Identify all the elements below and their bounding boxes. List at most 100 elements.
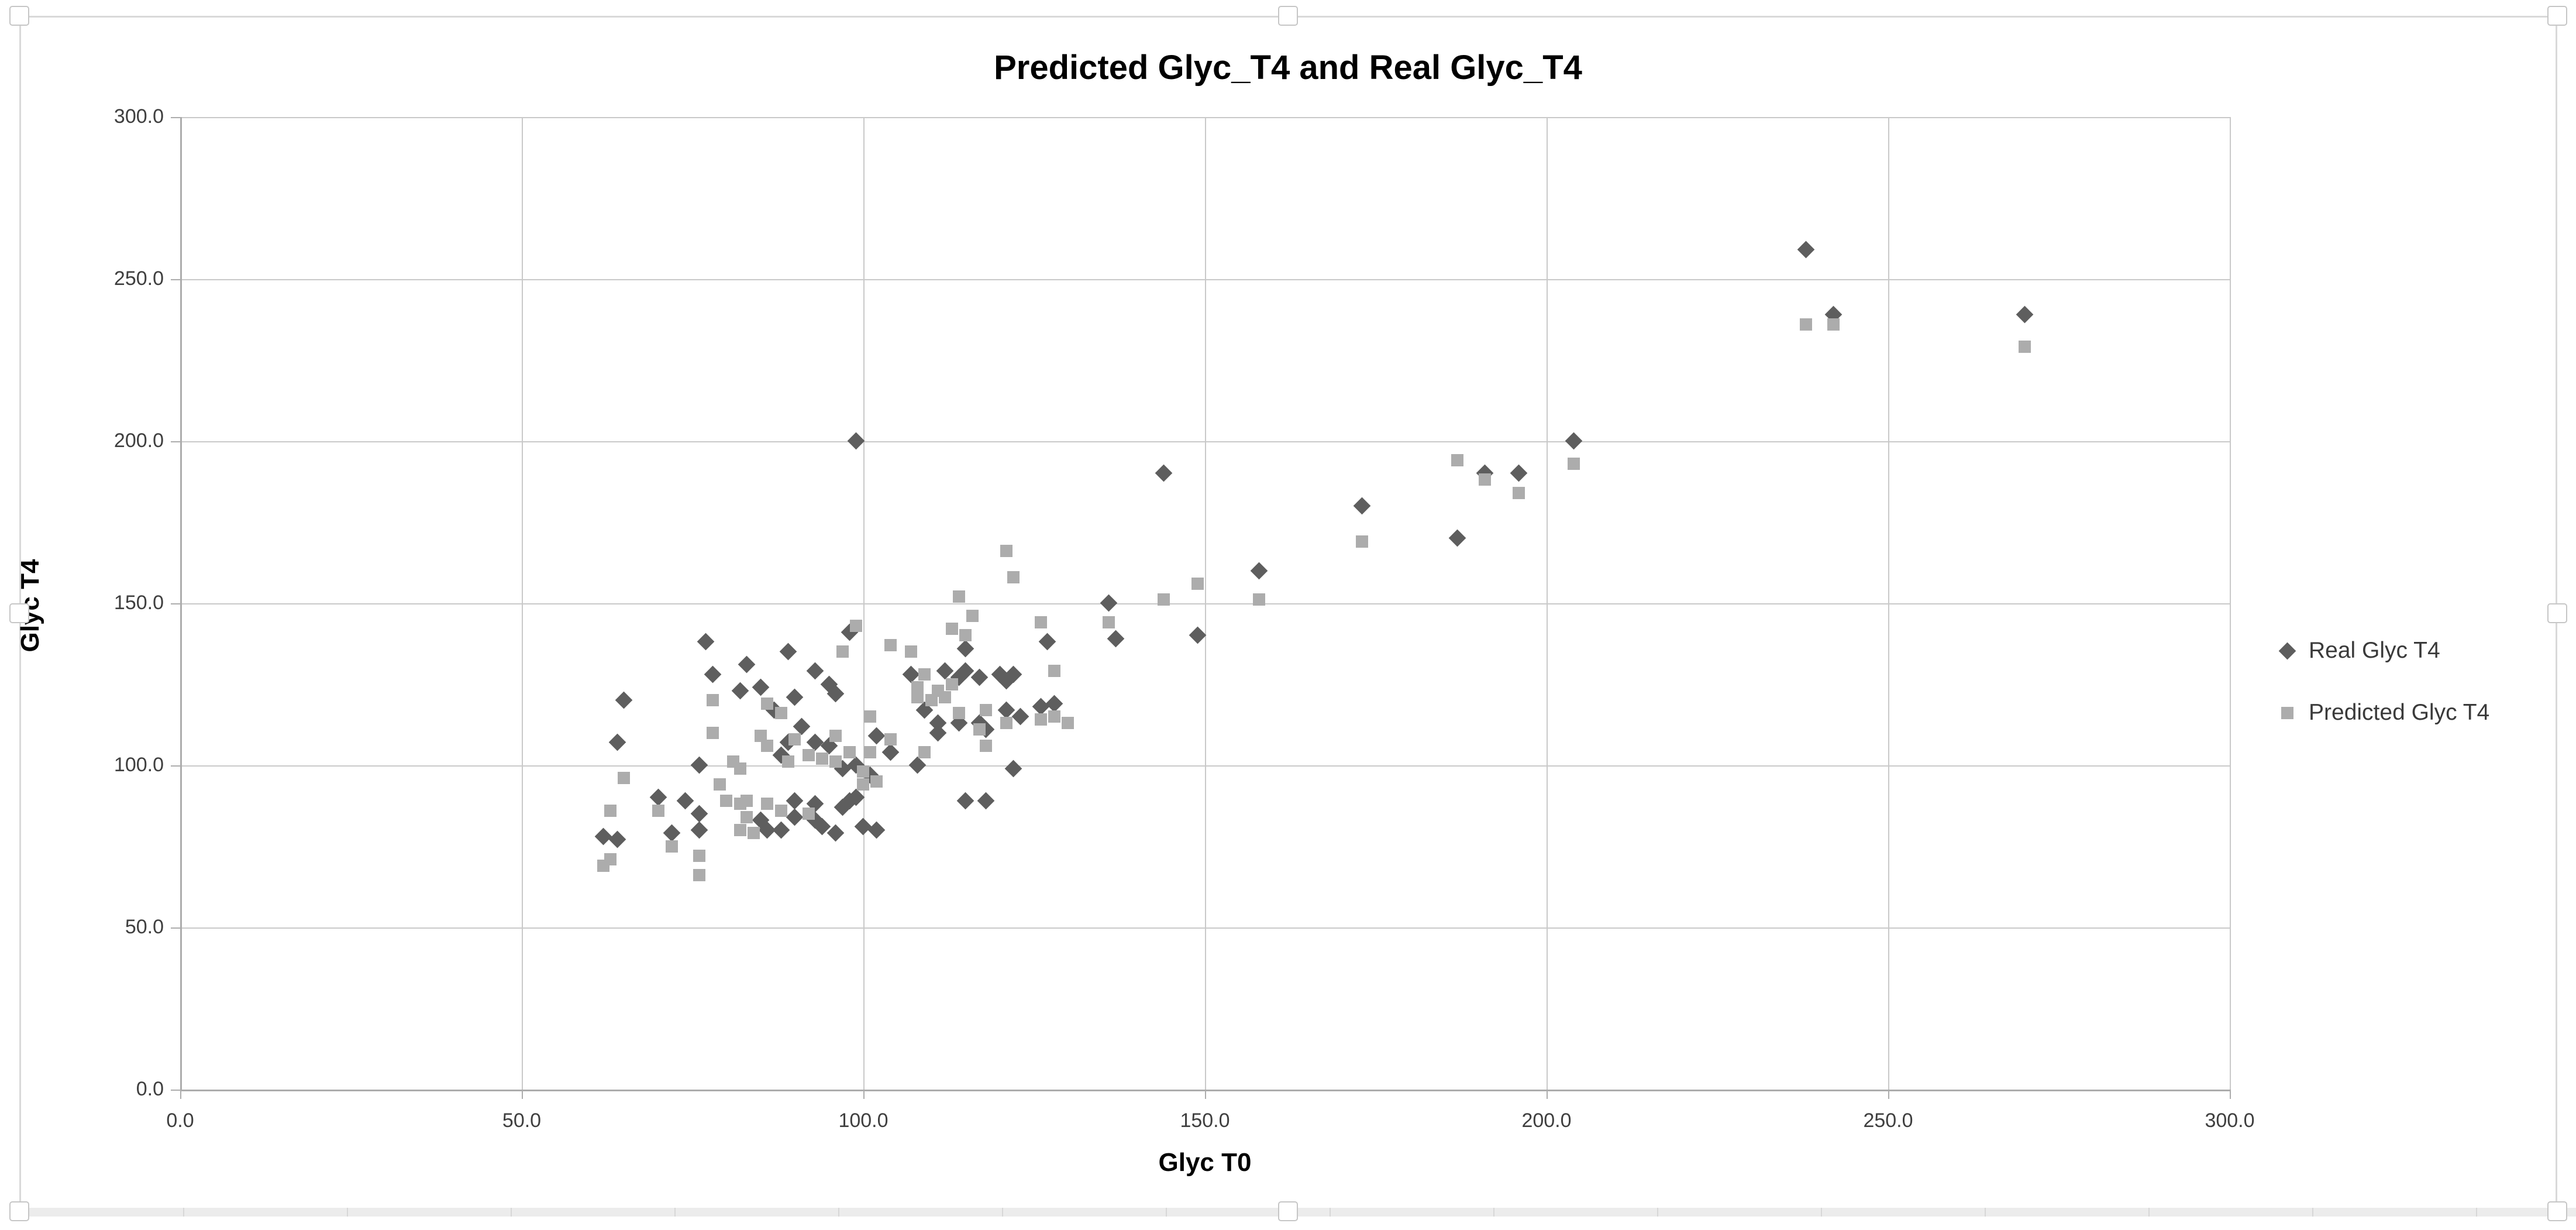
data-point-diamond-173-180[interactable] <box>1353 497 1370 515</box>
data-point-diamond-127-138[interactable] <box>1039 633 1056 651</box>
resize-handle[interactable] <box>1278 1201 1298 1221</box>
data-point-diamond-76-100[interactable] <box>690 756 708 774</box>
data-point-square-63-71[interactable] <box>604 853 617 865</box>
data-point-diamond-64-77[interactable] <box>608 831 626 848</box>
data-point-square-114-116[interactable] <box>952 707 965 720</box>
data-point-square-113-125[interactable] <box>945 678 958 690</box>
data-point-diamond-204-200[interactable] <box>1565 432 1583 450</box>
data-point-square-108-124[interactable] <box>911 681 924 694</box>
data-point-diamond-144-190[interactable] <box>1155 465 1173 482</box>
data-point-diamond-89-135[interactable] <box>779 643 797 661</box>
data-point-square-158-151[interactable] <box>1253 593 1266 606</box>
data-point-square-88-86[interactable] <box>774 804 787 817</box>
data-point-square-98-104[interactable] <box>843 745 856 758</box>
data-point-diamond-99-200[interactable] <box>847 432 865 450</box>
data-point-diamond-88-80[interactable] <box>772 821 790 839</box>
resize-handle[interactable] <box>9 603 29 623</box>
data-point-square-86-119[interactable] <box>761 697 774 710</box>
data-point-square-149-156[interactable] <box>1191 577 1204 590</box>
data-point-diamond-72-79[interactable] <box>663 824 681 842</box>
data-point-square-72-75[interactable] <box>665 840 678 853</box>
data-point-diamond-187-170[interactable] <box>1448 529 1466 547</box>
data-point-diamond-104-104[interactable] <box>881 743 900 761</box>
data-point-diamond-115-89[interactable] <box>956 792 974 810</box>
data-point-square-113-142[interactable] <box>945 623 958 635</box>
data-point-diamond-126-118[interactable] <box>1032 698 1050 716</box>
resize-handle[interactable] <box>1278 6 1298 26</box>
data-point-diamond-76-80[interactable] <box>690 821 708 839</box>
data-point-square-89-101[interactable] <box>781 755 794 768</box>
data-point-square-144-151[interactable] <box>1157 593 1170 606</box>
data-point-square-65-96[interactable] <box>618 772 631 785</box>
data-point-diamond-77-138[interactable] <box>697 633 715 651</box>
resize-handle[interactable] <box>9 1201 29 1221</box>
data-point-square-101-104[interactable] <box>863 745 876 758</box>
data-point-square-114-152[interactable] <box>952 590 965 603</box>
data-point-diamond-90-121[interactable] <box>786 688 804 706</box>
data-point-square-118-106[interactable] <box>980 739 993 752</box>
data-point-square-82-80[interactable] <box>733 823 746 836</box>
data-point-diamond-122-99[interactable] <box>1004 760 1022 777</box>
data-point-square-115-140[interactable] <box>959 629 972 642</box>
data-point-square-78-120[interactable] <box>707 694 719 707</box>
data-point-square-118-117[interactable] <box>980 703 993 716</box>
data-point-square-196-184[interactable] <box>1513 486 1525 499</box>
data-point-square-117-111[interactable] <box>973 723 986 736</box>
data-point-square-204-193[interactable] <box>1567 457 1580 470</box>
data-point-square-128-129[interactable] <box>1048 665 1061 678</box>
data-point-square-92-85[interactable] <box>802 808 815 820</box>
data-point-diamond-93-107[interactable] <box>806 733 824 751</box>
data-point-square-270-229[interactable] <box>2018 341 2031 353</box>
data-point-diamond-108-100[interactable] <box>909 756 927 774</box>
data-point-square-187-194[interactable] <box>1451 454 1464 467</box>
data-point-diamond-83-131[interactable] <box>738 655 756 674</box>
data-point-square-126-114[interactable] <box>1034 713 1047 726</box>
data-point-square-92-103[interactable] <box>802 749 815 762</box>
data-point-diamond-102-109[interactable] <box>868 727 886 745</box>
data-point-diamond-90-89[interactable] <box>786 792 804 810</box>
data-point-square-116-146[interactable] <box>966 610 979 623</box>
data-point-square-101-115[interactable] <box>863 710 876 723</box>
data-point-square-97-135[interactable] <box>836 645 849 658</box>
data-point-square-191-188[interactable] <box>1478 473 1491 486</box>
data-point-diamond-91-112[interactable] <box>793 717 811 735</box>
resize-handle[interactable] <box>9 6 29 26</box>
data-point-square-242-236[interactable] <box>1827 318 1840 331</box>
data-point-diamond-270-239[interactable] <box>2016 305 2033 324</box>
data-point-square-108-121[interactable] <box>911 690 924 703</box>
data-point-diamond-93-129[interactable] <box>806 662 824 680</box>
data-point-square-78-110[interactable] <box>707 726 719 739</box>
data-point-diamond-149-140[interactable] <box>1189 627 1207 644</box>
data-point-square-126-144[interactable] <box>1034 616 1047 629</box>
data-point-square-76-72[interactable] <box>693 850 705 863</box>
data-point-diamond-158-160[interactable] <box>1251 562 1268 579</box>
data-point-square-90-108[interactable] <box>788 733 801 745</box>
data-point-diamond-137-139[interactable] <box>1107 630 1125 648</box>
data-point-square-86-106[interactable] <box>761 739 774 752</box>
resize-handle[interactable] <box>2547 1201 2567 1221</box>
plot-area[interactable] <box>180 117 2231 1091</box>
data-point-diamond-196-190[interactable] <box>1510 465 1528 482</box>
resize-handle[interactable] <box>2547 6 2567 26</box>
data-point-diamond-107-128[interactable] <box>902 665 920 683</box>
data-point-square-79-94[interactable] <box>713 778 726 791</box>
data-point-square-86-88[interactable] <box>761 798 774 810</box>
x-axis-title[interactable]: Glyc T0 <box>1158 1148 1252 1177</box>
data-point-square-136-144[interactable] <box>1103 616 1115 629</box>
data-point-diamond-118-89[interactable] <box>977 792 995 810</box>
data-point-square-80-89[interactable] <box>720 794 733 807</box>
data-point-diamond-65-120[interactable] <box>615 691 633 709</box>
data-point-square-110-120[interactable] <box>925 694 938 707</box>
data-point-diamond-85-124[interactable] <box>752 678 770 696</box>
data-point-diamond-62-78[interactable] <box>594 827 612 846</box>
data-point-square-130-113[interactable] <box>1062 716 1075 729</box>
data-point-square-76-66[interactable] <box>693 869 705 882</box>
data-point-square-96-109[interactable] <box>829 730 842 743</box>
data-point-diamond-78-128[interactable] <box>704 665 722 683</box>
data-point-square-128-115[interactable] <box>1048 710 1061 723</box>
data-point-square-109-128[interactable] <box>918 668 931 681</box>
legend-item-real[interactable]: Real Glyc T4 <box>2278 638 2489 664</box>
data-point-square-83-84[interactable] <box>741 810 753 823</box>
data-point-square-104-108[interactable] <box>884 733 897 745</box>
data-point-diamond-76-85[interactable] <box>690 805 708 823</box>
